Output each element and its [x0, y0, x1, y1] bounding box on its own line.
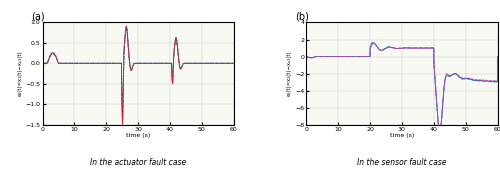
Text: (b): (b) [295, 12, 308, 22]
Text: In the actuator fault case: In the actuator fault case [90, 158, 186, 167]
Y-axis label: e₂(t)=x₂(t)−xₑ₂(t): e₂(t)=x₂(t)−xₑ₂(t) [287, 51, 292, 96]
Y-axis label: e₁(t)=x₁(t)−xₑ₁(t): e₁(t)=x₁(t)−xₑ₁(t) [18, 51, 22, 96]
X-axis label: time (s): time (s) [126, 133, 150, 138]
Text: In the sensor fault case: In the sensor fault case [357, 158, 446, 167]
Text: (a): (a) [31, 12, 44, 22]
X-axis label: time (s): time (s) [390, 133, 414, 138]
